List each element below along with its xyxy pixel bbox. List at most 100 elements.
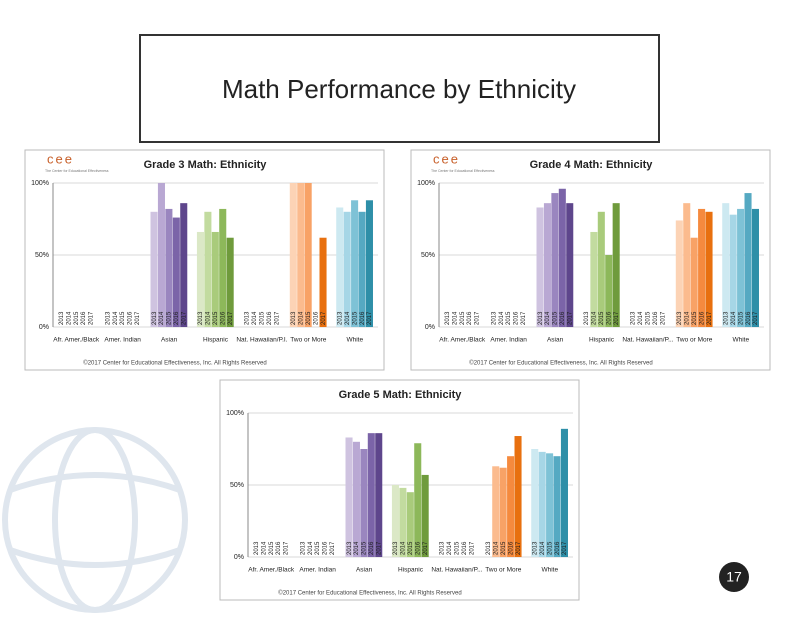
bar: [406, 492, 414, 557]
bar: [172, 217, 180, 327]
year-label: 2016: [369, 541, 375, 555]
year-label: 2014: [592, 311, 598, 325]
x-tick-label: White: [346, 337, 363, 344]
x-tick-label: Afr. Amer./Black: [248, 567, 295, 574]
page-number: 17: [726, 569, 742, 585]
year-label: 2016: [276, 541, 282, 555]
x-tick-label: Asian: [356, 567, 373, 574]
bar: [543, 203, 551, 327]
year-label: 2014: [545, 311, 551, 325]
bar: [722, 203, 730, 327]
year-label: 2013: [440, 541, 446, 555]
year-label: 2013: [59, 311, 65, 325]
chart-footer: ©2017 Center for Educational Effectivene…: [83, 360, 266, 367]
x-tick-label: Asian: [161, 337, 178, 344]
year-label: 2013: [291, 311, 297, 325]
year-label: 2013: [724, 311, 730, 325]
year-label: 2016: [699, 311, 705, 325]
x-tick-label: White: [732, 337, 749, 344]
year-label: 2016: [221, 311, 227, 325]
bar: [204, 211, 212, 327]
bar: [157, 183, 165, 327]
year-label: 2013: [584, 311, 590, 325]
year-label: 2016: [267, 311, 273, 325]
bar: [683, 203, 691, 327]
year-label: 2015: [455, 541, 461, 555]
bar: [560, 428, 568, 557]
year-label: 2017: [423, 541, 429, 555]
year-label: 2014: [299, 311, 305, 325]
year-label: 2017: [568, 311, 574, 325]
year-label: 2013: [347, 541, 353, 555]
year-label: 2016: [746, 311, 752, 325]
logo: cee: [433, 151, 460, 166]
y-tick-label: 100%: [226, 410, 244, 417]
slide-title: Math Performance by Ethnicity: [222, 74, 576, 104]
bar: [531, 449, 539, 557]
bar: [336, 207, 344, 327]
logo-tagline: The Center for Educational Effectiveness: [45, 169, 109, 173]
year-label: 2015: [362, 541, 368, 555]
chart-title: Grade 4 Math: Ethnicity: [530, 159, 654, 171]
bar: [514, 436, 522, 557]
bar: [319, 237, 327, 327]
x-tick-label: Two or More: [485, 567, 522, 574]
globe-decoration: [2, 427, 188, 613]
year-label: 2015: [120, 311, 126, 325]
year-label: 2013: [538, 311, 544, 325]
year-label: 2017: [475, 311, 481, 325]
year-label: 2014: [731, 311, 737, 325]
year-label: 2014: [499, 311, 505, 325]
year-label: 2015: [213, 311, 219, 325]
year-label: 2016: [128, 311, 134, 325]
year-label: 2015: [260, 311, 266, 325]
year-label: 2017: [521, 311, 527, 325]
year-label: 2016: [416, 541, 422, 555]
bar: [219, 208, 227, 327]
bar: [345, 437, 353, 557]
year-label: 2016: [360, 311, 366, 325]
bar: [612, 203, 620, 327]
bar: [729, 214, 737, 327]
year-label: 2015: [352, 311, 358, 325]
year-label: 2017: [367, 311, 373, 325]
bar: [566, 203, 574, 327]
year-label: 2014: [401, 541, 407, 555]
year-label: 2015: [74, 311, 80, 325]
x-tick-label: Two or More: [290, 337, 327, 344]
logo-tagline: The Center for Educational Effectiveness: [431, 169, 495, 173]
year-label: 2017: [469, 541, 475, 555]
year-label: 2017: [614, 311, 620, 325]
y-tick-label: 0%: [425, 324, 435, 331]
bar: [705, 211, 713, 327]
y-tick-label: 100%: [417, 180, 435, 187]
year-label: 2016: [313, 311, 319, 325]
year-label: 2016: [467, 311, 473, 325]
year-label: 2013: [300, 541, 306, 555]
year-label: 2016: [560, 311, 566, 325]
year-label: 2017: [516, 541, 522, 555]
bar: [196, 231, 204, 327]
logo: cee: [47, 151, 74, 166]
year-label: 2013: [245, 311, 251, 325]
bar: [553, 456, 561, 557]
bar: [180, 203, 188, 327]
bar: [399, 487, 407, 557]
bar: [605, 255, 613, 327]
year-label: 2013: [105, 311, 111, 325]
bar: [367, 433, 375, 557]
x-tick-label: Amer. Indian: [299, 567, 336, 574]
bar: [375, 433, 383, 557]
year-label: 2013: [486, 541, 492, 555]
bar: [499, 467, 507, 557]
bar: [744, 193, 752, 327]
chart-footer: ©2017 Center for Educational Effectivene…: [278, 590, 461, 597]
year-label: 2014: [308, 541, 314, 555]
year-label: 2015: [306, 311, 312, 325]
chart-title: Grade 5 Math: Ethnicity: [339, 389, 463, 401]
year-label: 2014: [252, 311, 258, 325]
year-label: 2017: [135, 311, 141, 325]
year-label: 2017: [89, 311, 95, 325]
bar: [536, 207, 544, 327]
year-label: 2013: [198, 311, 204, 325]
